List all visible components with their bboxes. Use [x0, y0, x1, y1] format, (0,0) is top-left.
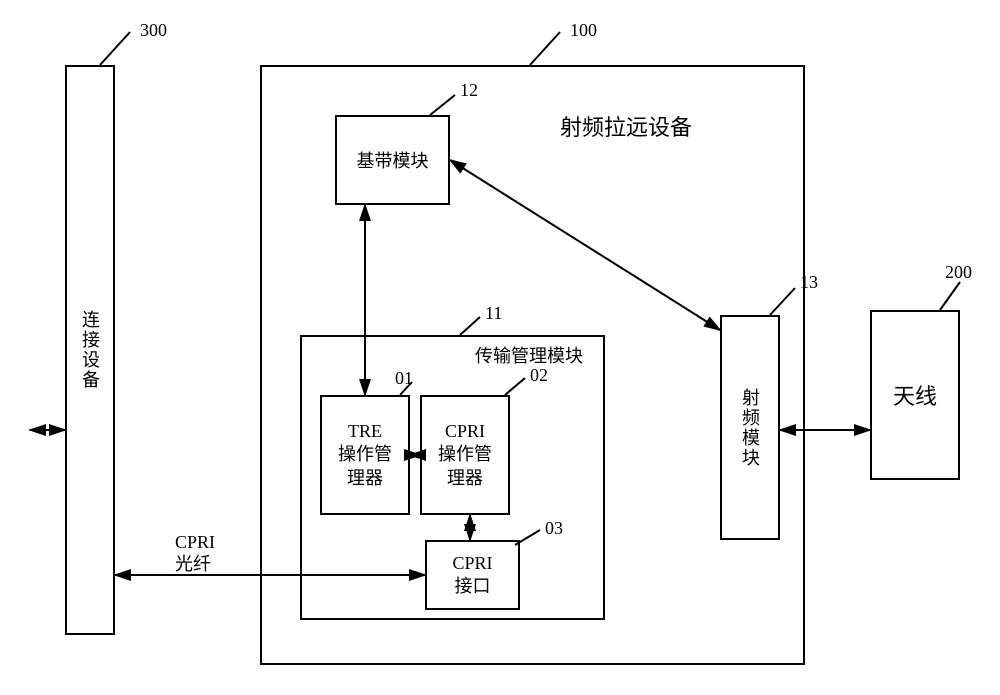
diagram-stage: 连接设备 射频拉远设备 基带模块 传输管理模块 TRE 操作管 理器 CPRI …: [0, 0, 1000, 695]
ref-13: 13: [800, 272, 818, 293]
ref-03: 03: [545, 518, 563, 539]
rf-module-box: 射频模块: [720, 315, 780, 540]
tre-mgr-l1: TRE: [348, 420, 382, 443]
ref-100: 100: [570, 20, 597, 41]
tick-100: [530, 32, 560, 65]
connection-device-box: 连接设备: [65, 65, 115, 635]
cpri-mgr-box: CPRI 操作管 理器: [420, 395, 510, 515]
tre-mgr-box: TRE 操作管 理器: [320, 395, 410, 515]
cpri-fiber-label: CPRI 光纤: [175, 532, 215, 575]
cpri-if-box: CPRI 接口: [425, 540, 520, 610]
ref-01: 01: [395, 368, 413, 389]
ref-200: 200: [945, 262, 972, 283]
cpri-mgr-l3: 理器: [447, 467, 483, 490]
ref-12: 12: [460, 80, 478, 101]
transmission-mgmt-label: 传输管理模块: [475, 342, 583, 368]
cpri-mgr-l2: 操作管: [438, 443, 492, 466]
baseband-label: 基带模块: [357, 147, 429, 173]
cpri-fiber-l2: 光纤: [175, 554, 215, 576]
tick-300: [100, 32, 130, 65]
ref-02: 02: [530, 365, 548, 386]
cpri-fiber-l1: CPRI: [175, 532, 215, 554]
cpri-if-l2: 接口: [455, 575, 491, 598]
rf-module-label: 射频模块: [737, 388, 763, 468]
ref-300: 300: [140, 20, 167, 41]
antenna-box: 天线: [870, 310, 960, 480]
ref-11: 11: [485, 303, 502, 324]
tick-200: [940, 282, 960, 310]
cpri-mgr-l1: CPRI: [445, 420, 485, 443]
connection-device-label: 连接设备: [77, 310, 103, 390]
baseband-box: 基带模块: [335, 115, 450, 205]
rru-title-label: 射频拉远设备: [560, 110, 692, 142]
tre-mgr-l2: 操作管: [338, 443, 392, 466]
cpri-if-l1: CPRI: [452, 552, 492, 575]
antenna-label: 天线: [893, 379, 937, 411]
tre-mgr-l3: 理器: [347, 467, 383, 490]
